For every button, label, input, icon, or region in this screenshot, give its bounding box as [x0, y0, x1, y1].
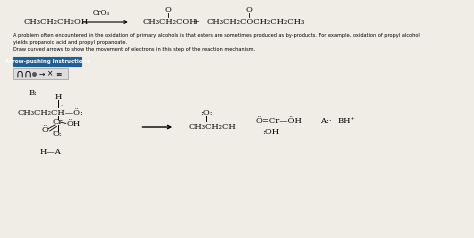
- Text: CH₃CH₂COH: CH₃CH₂COH: [142, 18, 197, 26]
- FancyBboxPatch shape: [13, 68, 68, 79]
- Text: CH₃CH₂CH: CH₃CH₂CH: [189, 123, 236, 131]
- Text: →: →: [38, 69, 45, 79]
- Text: CH₃CH₂CH—Ö:: CH₃CH₂CH—Ö:: [18, 109, 83, 117]
- Text: O: O: [246, 6, 252, 14]
- Text: +: +: [192, 18, 199, 26]
- Text: ∩: ∩: [24, 69, 32, 79]
- Text: ≡: ≡: [55, 69, 62, 79]
- Text: CH₃CH₂CH₂OH: CH₃CH₂CH₂OH: [23, 18, 88, 26]
- Text: A problem often encountered in the oxidation of primary alcohols is that esters : A problem often encountered in the oxida…: [13, 33, 420, 38]
- Text: CrO₃: CrO₃: [93, 9, 110, 17]
- Text: :OH: :OH: [262, 128, 279, 136]
- Text: B:: B:: [28, 89, 37, 97]
- Text: :O:: :O:: [200, 109, 212, 117]
- Text: O:: O:: [53, 130, 63, 138]
- Text: Arrow-pushing Instructions: Arrow-pushing Instructions: [5, 59, 90, 64]
- Text: H: H: [54, 93, 62, 101]
- Text: Ö: Ö: [42, 126, 49, 134]
- FancyBboxPatch shape: [13, 57, 81, 66]
- Text: O: O: [164, 6, 172, 14]
- Text: ¨: ¨: [52, 132, 55, 137]
- Text: A:·: A:·: [320, 117, 332, 125]
- Text: ×: ×: [47, 69, 54, 79]
- Text: CH₃CH₂COCH₂CH₂CH₃: CH₃CH₂COCH₂CH₂CH₃: [206, 18, 304, 26]
- Text: ¨: ¨: [60, 105, 63, 110]
- Text: H—A: H—A: [40, 148, 62, 156]
- Text: yields propanoic acid and propyl propanoate.: yields propanoic acid and propyl propano…: [13, 40, 128, 45]
- Text: BH⁺: BH⁺: [338, 117, 356, 125]
- Text: Ö=Cr—ÖH: Ö=Cr—ÖH: [255, 117, 302, 125]
- Text: ∩: ∩: [16, 69, 24, 79]
- Text: Cr: Cr: [53, 118, 63, 126]
- Text: Draw curved arrows to show the movement of electrons in this step of the reactio: Draw curved arrows to show the movement …: [13, 47, 255, 52]
- Text: ÖH: ÖH: [67, 120, 81, 128]
